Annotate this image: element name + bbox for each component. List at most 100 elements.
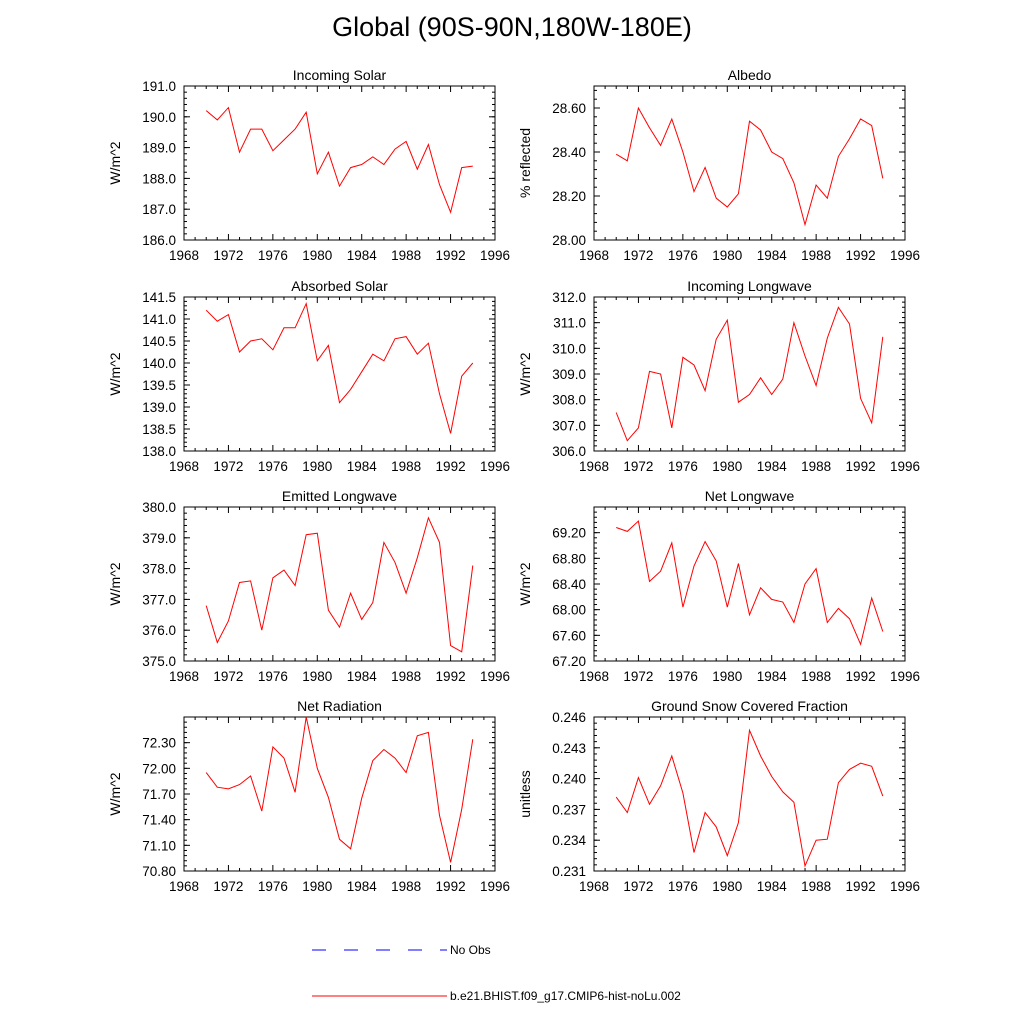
plot-frame <box>183 85 496 241</box>
x-tick-label: 1988 <box>391 879 421 894</box>
y-tick-label: 0.243 <box>552 741 586 756</box>
y-tick-label: 141.0 <box>142 312 176 327</box>
x-tick-label: 1984 <box>347 879 378 894</box>
x-tick-label: 1988 <box>391 248 421 263</box>
x-tick-label: 1988 <box>801 459 831 474</box>
series-line <box>615 306 884 442</box>
x-tick-label: 1984 <box>757 879 788 894</box>
x-tick-label: 1976 <box>668 669 698 684</box>
x-tick-label: 1968 <box>169 459 199 474</box>
y-tick-label: 28.60 <box>552 101 586 116</box>
x-tick-label: 1980 <box>302 248 332 263</box>
y-tick-label: 188.0 <box>142 171 176 186</box>
y-axis-label: W/m^2 <box>107 352 123 395</box>
y-tick-label: 71.10 <box>142 838 176 853</box>
x-tick-label: 1976 <box>668 248 698 263</box>
legend-model-label: b.e21.BHIST.f09_g17.CMIP6-hist-noLu.002 <box>450 989 681 1003</box>
panel-3: Absorbed Solar W/m^2 1968 1972 1976 1980 1984 1… <box>107 278 510 474</box>
y-tick-label: 376.0 <box>142 623 176 638</box>
x-tick-label: 1980 <box>712 459 742 474</box>
x-tick-label: 1996 <box>480 459 510 474</box>
y-tick-label: 68.80 <box>552 551 586 566</box>
legend-obs-label: No Obs <box>450 943 491 957</box>
series-line <box>205 516 474 653</box>
x-tick-label: 1984 <box>347 248 378 263</box>
y-axis-label: W/m^2 <box>107 141 123 184</box>
plot-frame <box>593 85 906 241</box>
x-tick-label: 1976 <box>668 459 698 474</box>
x-tick-label: 1988 <box>801 879 831 894</box>
x-tick-label: 1992 <box>846 879 876 894</box>
x-tick-label: 1984 <box>347 669 378 684</box>
x-tick-label: 1968 <box>579 669 609 684</box>
y-axis-label: W/m^2 <box>107 562 123 605</box>
x-tick-label: 1972 <box>213 459 243 474</box>
y-tick-label: 139.0 <box>142 400 176 415</box>
x-tick-label: 1976 <box>668 879 698 894</box>
x-tick-label: 1972 <box>213 669 243 684</box>
y-tick-label: 0.246 <box>552 710 586 725</box>
y-tick-label: 71.40 <box>142 813 176 828</box>
x-tick-label: 1984 <box>347 459 378 474</box>
y-tick-label: 0.237 <box>552 802 586 817</box>
y-axis-label: W/m^2 <box>517 562 533 605</box>
panel-2: Albedo % reflected 1968 1972 1976 1980 1984 198… <box>517 67 920 263</box>
x-tick-label: 1972 <box>623 248 653 263</box>
y-tick-label: 28.00 <box>552 233 586 248</box>
y-tick-label: 28.20 <box>552 189 586 204</box>
series-line <box>205 716 474 863</box>
panel-8: Ground Snow Covered Fraction unitless 1968… <box>517 698 920 894</box>
y-tick-label: 72.30 <box>142 736 176 751</box>
y-tick-label: 377.0 <box>142 592 176 607</box>
x-tick-label: 1988 <box>801 669 831 684</box>
y-tick-label: 312.0 <box>552 290 586 305</box>
y-axis-label: % reflected <box>517 128 533 198</box>
y-tick-label: 0.240 <box>552 772 586 787</box>
y-tick-label: 307.0 <box>552 418 586 433</box>
plot-frame <box>593 716 906 872</box>
panel-7: Net Radiation W/m^2 1968 1972 1976 1980 1984 19… <box>107 698 510 894</box>
x-tick-label: 1984 <box>757 248 788 263</box>
x-tick-label: 1996 <box>480 669 510 684</box>
x-tick-label: 1968 <box>169 669 199 684</box>
y-tick-label: 380.0 <box>142 500 176 515</box>
y-tick-label: 67.20 <box>552 654 586 669</box>
x-tick-label: 1992 <box>846 248 876 263</box>
x-tick-label: 1980 <box>712 248 742 263</box>
x-tick-label: 1984 <box>757 669 788 684</box>
y-tick-label: 138.5 <box>142 422 176 437</box>
y-tick-label: 69.20 <box>552 526 586 541</box>
panel-title: Net Radiation <box>297 698 382 714</box>
x-tick-label: 1984 <box>757 459 788 474</box>
series-line <box>205 106 473 214</box>
x-tick-label: 1992 <box>436 669 466 684</box>
x-tick-label: 1968 <box>579 879 609 894</box>
x-tick-label: 1996 <box>890 879 920 894</box>
x-tick-label: 1988 <box>801 248 831 263</box>
x-tick-label: 1996 <box>480 879 510 894</box>
y-tick-label: 67.60 <box>552 628 586 643</box>
x-tick-label: 1976 <box>258 879 288 894</box>
series-line <box>616 520 884 646</box>
x-tick-label: 1988 <box>391 459 421 474</box>
x-tick-label: 1976 <box>258 459 288 474</box>
y-tick-label: 191.0 <box>142 79 176 94</box>
y-axis-label: W/m^2 <box>107 772 123 815</box>
panel-title: Incoming Solar <box>293 67 387 83</box>
panel-title: Absorbed Solar <box>291 278 388 294</box>
plot-frame <box>183 506 496 662</box>
x-tick-label: 1996 <box>890 248 920 263</box>
panel-title: Emitted Longwave <box>282 488 397 504</box>
x-tick-label: 1972 <box>623 669 653 684</box>
series-line <box>205 301 474 434</box>
panel-4: Incoming Longwave W/m^2 1968 1972 1976 1980 19… <box>517 278 920 474</box>
y-tick-label: 375.0 <box>142 654 176 669</box>
y-tick-label: 309.0 <box>552 367 586 382</box>
x-tick-label: 1980 <box>302 879 332 894</box>
y-tick-label: 186.0 <box>142 233 176 248</box>
y-tick-label: 378.0 <box>142 562 176 577</box>
y-tick-label: 68.40 <box>552 577 586 592</box>
plot-frame <box>183 716 496 872</box>
x-tick-label: 1976 <box>258 248 288 263</box>
